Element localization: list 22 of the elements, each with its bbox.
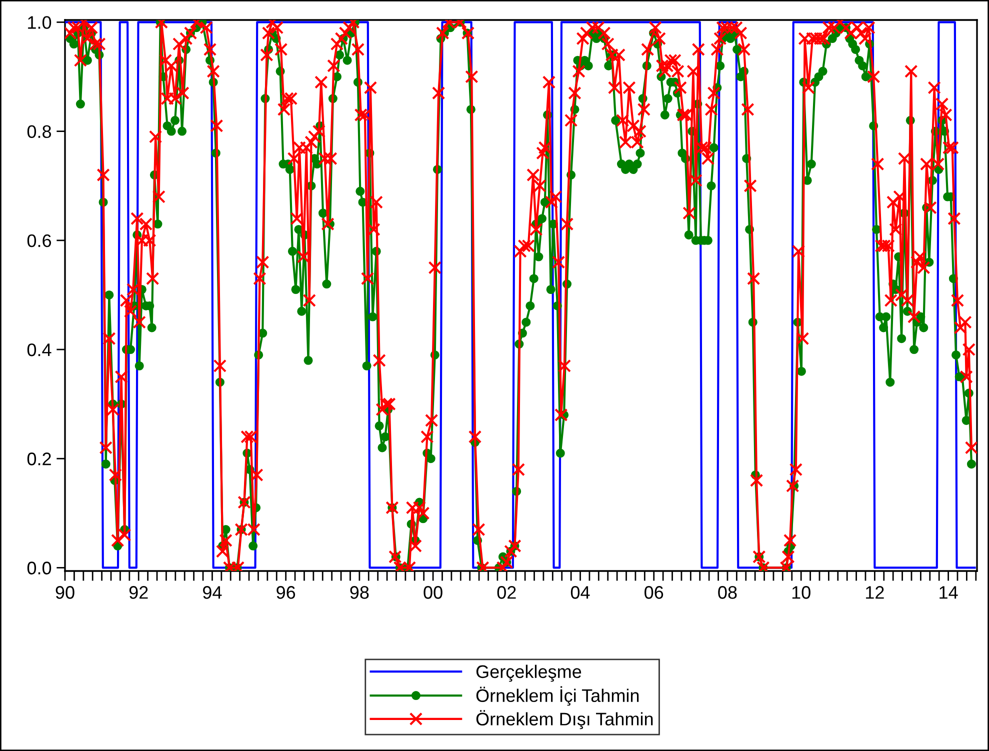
x-tick-label: 92 [129, 586, 148, 599]
y-tick-label: 0.4 [27, 343, 52, 356]
x-tick-label: 94 [203, 586, 222, 599]
x-tick-label: 10 [792, 586, 810, 599]
y-tick-label: 0.6 [27, 234, 52, 248]
legend-label: Örneklem Dışı Tahmin [476, 710, 653, 730]
legend-label: Örneklem İçi Tahmin [476, 686, 639, 706]
x-tick-label: 14 [940, 586, 958, 599]
legend-label: Gerçekleşme [476, 664, 582, 682]
x-tick-label: 02 [497, 586, 516, 599]
x-tick-label: 00 [424, 586, 442, 599]
x-tick-label: 12 [866, 586, 884, 599]
y-tick-label: 0.2 [27, 452, 51, 466]
x-tick-label: 06 [644, 586, 664, 599]
x-tick-label: 04 [570, 586, 590, 599]
y-tick-label: 0.8 [27, 125, 52, 138]
x-tick-label: 08 [718, 586, 737, 599]
y-tick-label: 1.0 [28, 16, 52, 29]
x-tick-label: 90 [56, 586, 74, 599]
y-tick-label: 0.0 [27, 562, 52, 574]
x-tick-label: 96 [276, 586, 296, 599]
x-tick-label: 98 [350, 586, 369, 599]
